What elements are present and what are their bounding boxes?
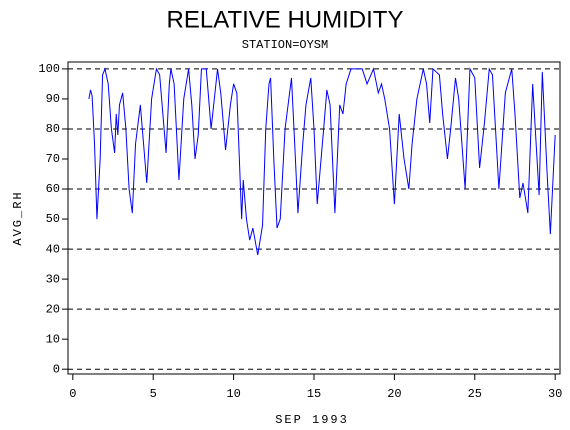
y-tick-label: 100 (38, 62, 60, 76)
x-tick-label: 0 (69, 387, 76, 401)
chart-subtitle: STATION=OYSM (242, 38, 328, 52)
y-tick-label: 50 (46, 212, 60, 226)
y-tick-label: 0 (53, 362, 60, 376)
x-tick-label: 20 (387, 387, 401, 401)
line (88, 67, 556, 256)
y-tick-label: 10 (46, 332, 60, 346)
x-tick-label: 15 (307, 387, 321, 401)
y-tick-label: 70 (46, 152, 60, 166)
x-tick-label: 25 (468, 387, 482, 401)
y-tick-label: 30 (46, 272, 60, 286)
x-axis-label: SEP 1993 (275, 413, 349, 427)
y-tick-label: 20 (46, 302, 60, 316)
x-tick-label: 10 (226, 387, 240, 401)
x-tick-label: 30 (548, 387, 562, 401)
plot-frame (67, 61, 561, 375)
y-tick-label: 40 (46, 242, 60, 256)
x-tick-label: 5 (150, 387, 157, 401)
y-tick-label: 60 (46, 182, 60, 196)
y-tick-label: 90 (46, 92, 60, 106)
y-axis-label: AVG_RH (11, 190, 25, 245)
chart-title: RELATIVE HUMIDITY (167, 6, 404, 33)
y-tick-label: 80 (46, 122, 60, 136)
